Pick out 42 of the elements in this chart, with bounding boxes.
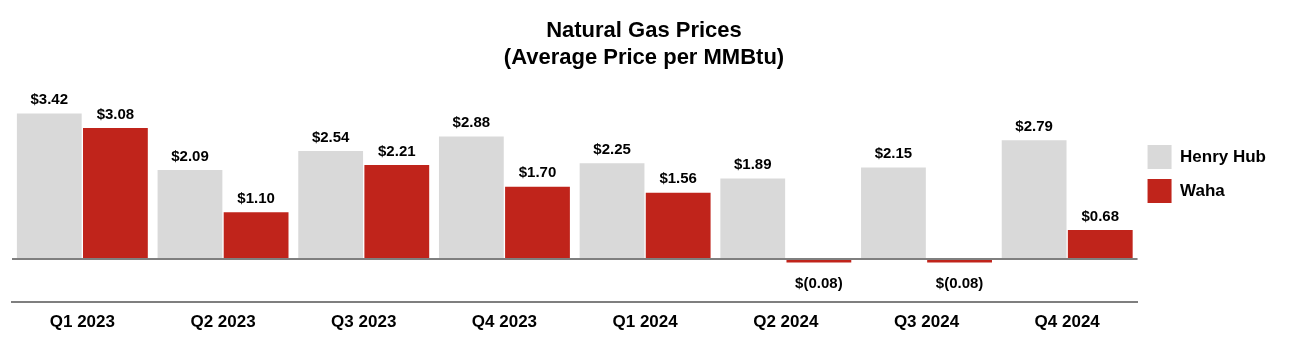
x-tick-label: Q1 2024 [612, 312, 679, 332]
bar [83, 127, 148, 260]
bar [438, 136, 504, 260]
x-tick-label: Q4 2024 [1034, 312, 1101, 332]
data-label: $2.79 [1015, 116, 1053, 134]
x-tick-label: Q2 2024 [753, 312, 819, 332]
data-label: $(0.08) [795, 274, 843, 292]
data-label: $1.10 [237, 188, 275, 206]
data-label: $2.15 [874, 144, 913, 162]
bar [157, 170, 223, 260]
bar [861, 167, 926, 260]
bar [298, 150, 364, 260]
data-label: $2.25 [593, 139, 631, 157]
data-label: $2.88 [452, 113, 491, 131]
legend-label: Waha [1180, 180, 1226, 200]
x-tick-label: Q3 2024 [893, 312, 960, 332]
data-label: $3.08 [96, 104, 135, 122]
data-label: $1.56 [659, 169, 697, 187]
data-label: $2.21 [378, 141, 416, 159]
bar [364, 164, 430, 260]
bar [223, 212, 289, 260]
bar [1001, 140, 1067, 260]
x-tick-label: Q2 2023 [190, 312, 256, 332]
data-label: $3.42 [30, 90, 69, 108]
chart-title: Natural Gas Prices [546, 17, 742, 43]
bar [505, 186, 570, 260]
data-label: $2.09 [171, 146, 209, 164]
x-tick-label: Q3 2023 [331, 312, 397, 332]
bar [720, 178, 786, 260]
x-tick-label: Q1 2023 [49, 312, 115, 332]
bar [16, 113, 82, 260]
data-label: $0.68 [1081, 206, 1120, 224]
data-label: $1.89 [733, 155, 772, 173]
data-label: $2.54 [311, 127, 351, 145]
legend-label: Henry Hub [1180, 146, 1267, 166]
x-tick-label: Q4 2023 [471, 312, 538, 332]
data-label: $1.70 [518, 163, 557, 181]
data-label: $(0.08) [935, 274, 984, 292]
bar [579, 163, 645, 260]
bar [645, 192, 711, 260]
chart-subtitle: (Average Price per MMBtu) [503, 43, 785, 69]
bar [1067, 230, 1133, 260]
